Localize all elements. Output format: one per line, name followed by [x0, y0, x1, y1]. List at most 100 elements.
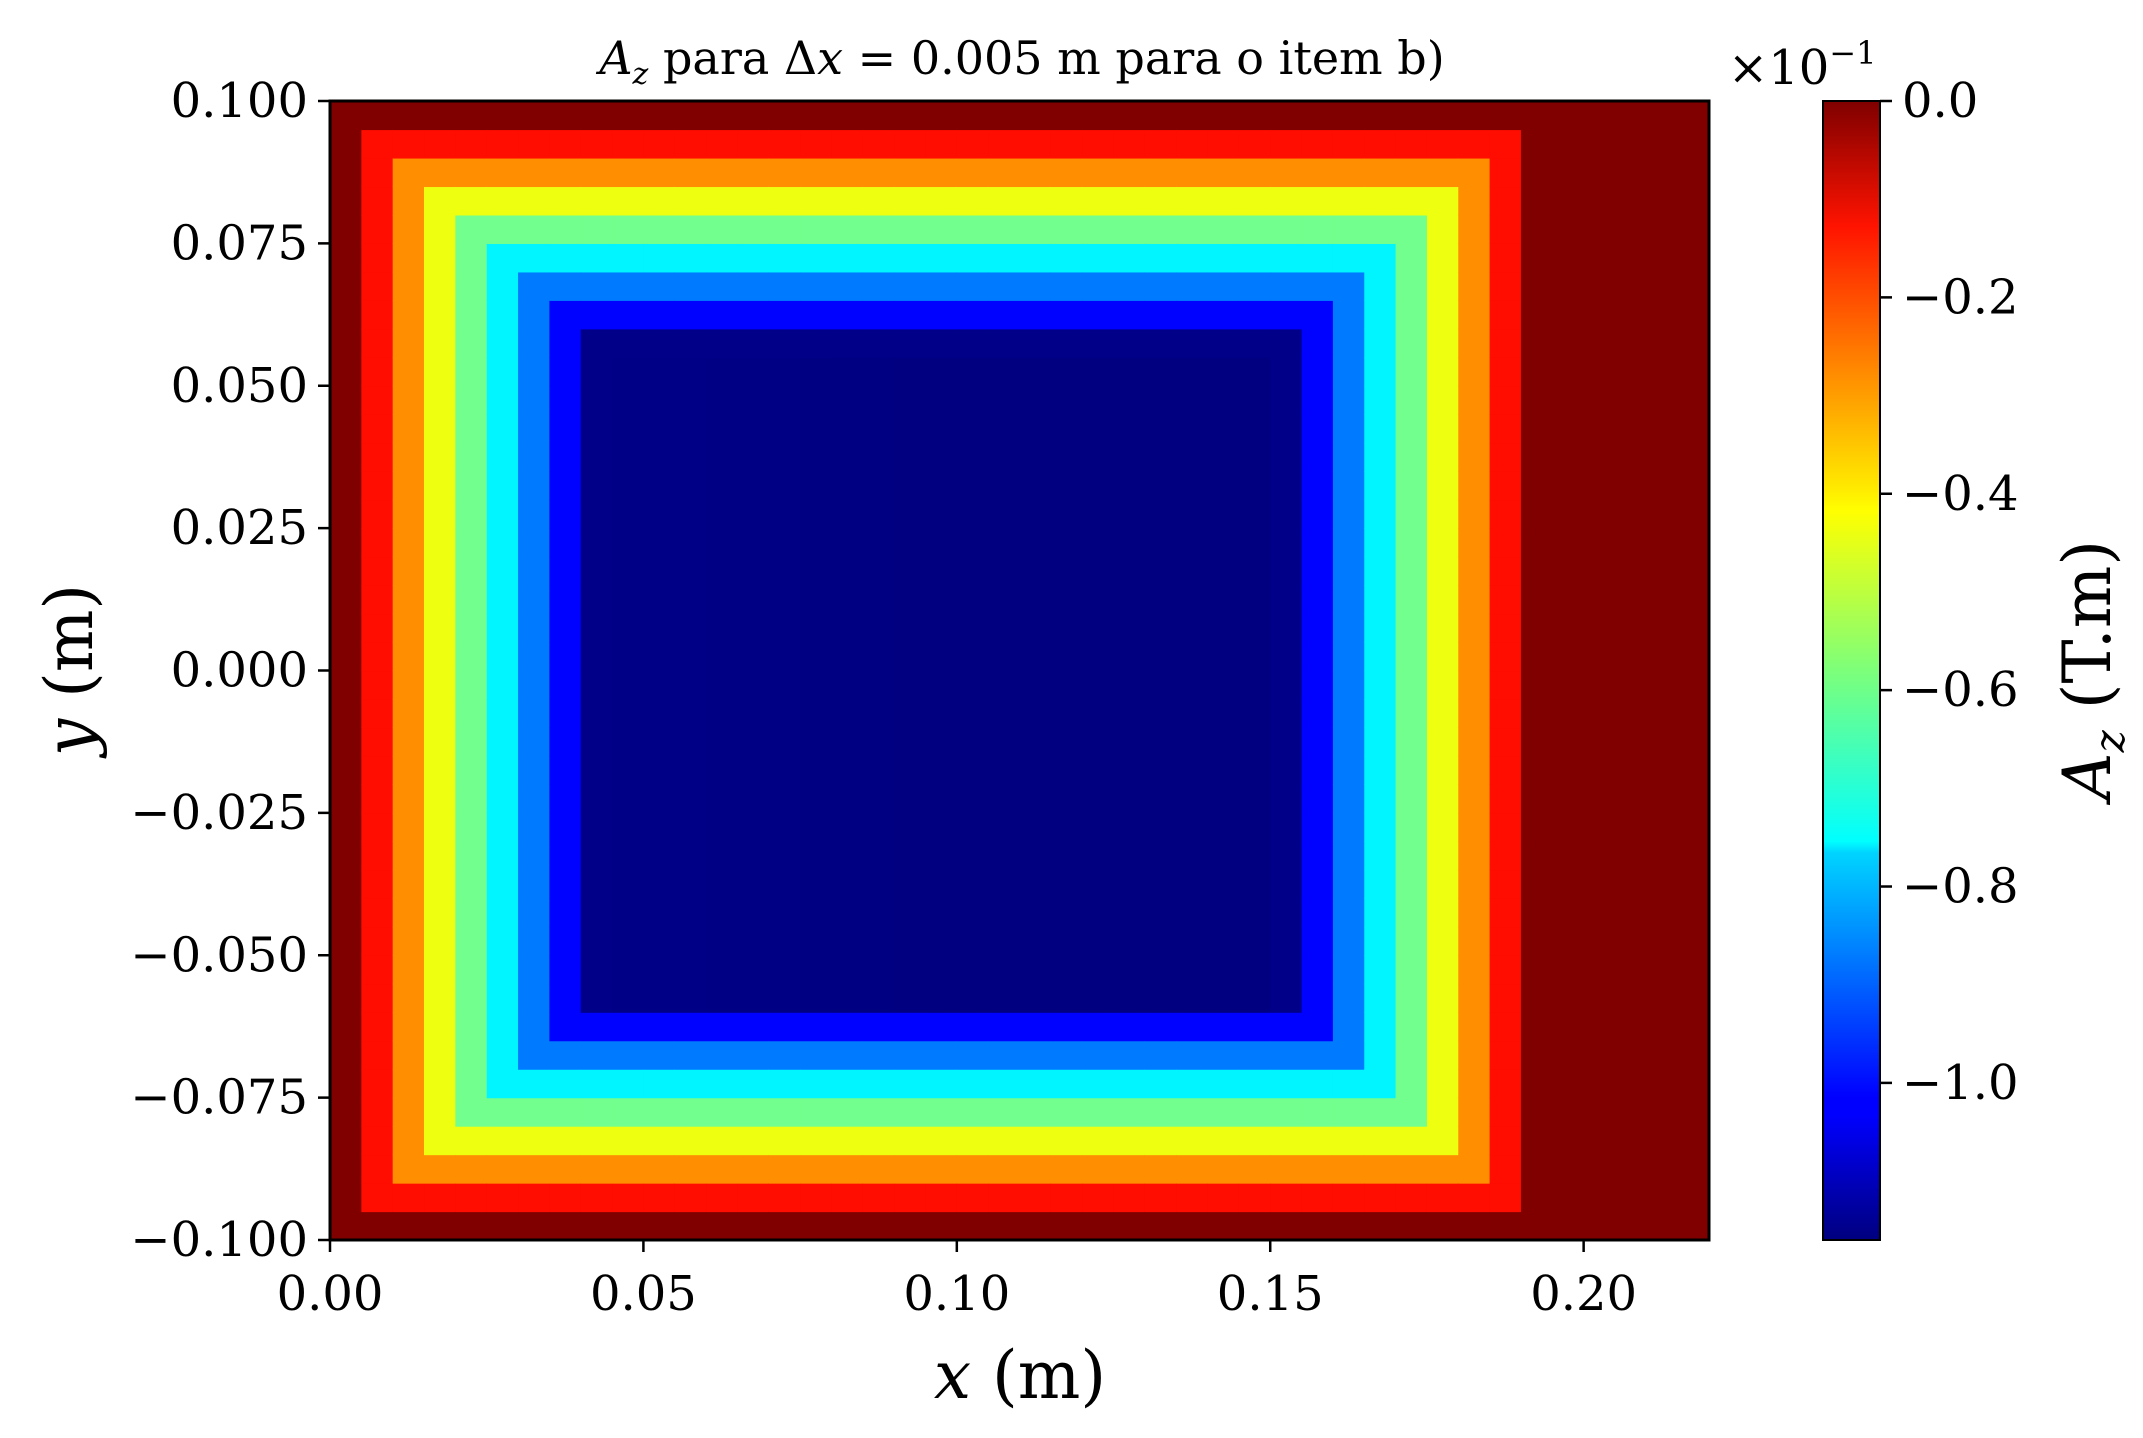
heatmap-cell [956, 157, 989, 188]
heatmap-cell [1520, 1069, 1553, 1099]
heatmap-cell [862, 186, 895, 216]
heatmap-cell [424, 157, 456, 188]
heatmap-cell [1458, 670, 1491, 700]
heatmap-cell [424, 841, 456, 871]
heatmap-cell [392, 926, 425, 956]
heatmap-cell [549, 214, 582, 244]
heatmap-cell [1489, 1154, 1522, 1184]
heatmap-cell [549, 869, 582, 899]
heatmap-cell [1238, 698, 1271, 729]
heatmap-cell [862, 414, 895, 444]
heatmap-cell [1301, 812, 1334, 842]
heatmap-cell [1458, 129, 1491, 159]
heatmap-cell [580, 357, 613, 387]
heatmap-cell [894, 385, 927, 415]
heatmap-cell [1583, 157, 1616, 188]
heatmap-cells [330, 101, 1710, 1241]
heatmap-cell [1646, 556, 1679, 586]
heatmap-cell [1082, 670, 1115, 700]
heatmap-cell [1207, 1097, 1240, 1127]
heatmap-cell [737, 613, 770, 643]
heatmap-cell [956, 955, 989, 985]
heatmap-cell [1364, 784, 1397, 814]
heatmap-cell [988, 727, 1021, 757]
heatmap-cell [894, 442, 927, 472]
heatmap-cell [925, 556, 958, 586]
heatmap-cell [1113, 869, 1146, 899]
heatmap-cell [1458, 1154, 1491, 1184]
heatmap-cell [361, 841, 394, 871]
heatmap-cell [1646, 271, 1679, 301]
heatmap-cell [1238, 328, 1271, 358]
heatmap-cell [330, 1211, 362, 1241]
heatmap-cell [1238, 385, 1271, 415]
heatmap-cell [1207, 898, 1240, 928]
heatmap-cell [1552, 129, 1585, 159]
heatmap-cell [800, 442, 833, 472]
heatmap-cell [768, 328, 801, 358]
heatmap-cell [392, 755, 425, 785]
heatmap-cell [1113, 186, 1146, 216]
heatmap-cell [1395, 755, 1428, 785]
heatmap-cell [831, 271, 864, 301]
heatmap-cell [330, 1097, 362, 1127]
heatmap-cell [1144, 157, 1177, 188]
heatmap-cell [894, 727, 927, 757]
heatmap-cell [768, 1154, 801, 1184]
heatmap-cell [1614, 157, 1647, 188]
heatmap-cell [455, 955, 488, 985]
heatmap-cell [737, 841, 770, 871]
heatmap-cell [1458, 898, 1491, 928]
heatmap-cell [1332, 157, 1365, 188]
heatmap-cell [1520, 642, 1553, 672]
heatmap-cell [768, 129, 801, 159]
heatmap-cell [894, 812, 927, 842]
heatmap-cell [925, 385, 958, 415]
y-tick-label: 0.000 [171, 643, 308, 699]
heatmap-cell [862, 328, 895, 358]
heatmap-cell [1614, 556, 1647, 586]
heatmap-cell [1614, 898, 1647, 928]
x-tick-label: 0.10 [903, 1266, 1010, 1322]
heatmap-cell [674, 670, 707, 700]
heatmap-cell [1458, 556, 1491, 586]
heatmap-cell [1301, 300, 1334, 330]
heatmap-cell [862, 499, 895, 529]
heatmap-cell [894, 271, 927, 301]
heatmap-cell [643, 357, 676, 387]
heatmap-cell [455, 528, 488, 558]
heatmap-cell [1238, 755, 1271, 785]
heatmap-cell [768, 101, 801, 131]
heatmap-cell [1489, 869, 1522, 899]
heatmap-cell [1458, 328, 1491, 358]
heatmap-cell [1395, 271, 1428, 301]
heatmap-cell [643, 328, 676, 358]
heatmap-cell [1520, 841, 1553, 871]
heatmap-cell [1458, 1069, 1491, 1099]
heatmap-cell [894, 157, 927, 188]
heatmap-cell [612, 983, 645, 1013]
heatmap-cell [737, 499, 770, 529]
heatmap-cell [1458, 1012, 1491, 1042]
heatmap-cell [424, 812, 456, 842]
heatmap-cell [1426, 442, 1459, 472]
heatmap-cell [1113, 271, 1146, 301]
heatmap-cell [1301, 983, 1334, 1013]
heatmap-cell [768, 442, 801, 472]
heatmap-cell [330, 983, 362, 1013]
heatmap-cell [800, 300, 833, 330]
heatmap-cell [1426, 1183, 1459, 1213]
heatmap-cell [486, 727, 519, 757]
heatmap-cell [1082, 129, 1115, 159]
heatmap-cell [894, 1126, 927, 1156]
heatmap-cell [1614, 471, 1647, 501]
heatmap-cell [925, 528, 958, 558]
heatmap-cell [1646, 357, 1679, 387]
heatmap-cell [988, 328, 1021, 358]
heatmap-cell [612, 812, 645, 842]
heatmap-cell [643, 898, 676, 928]
heatmap-cell [549, 186, 582, 216]
heatmap-cell [330, 385, 362, 415]
heatmap-cell [1332, 101, 1365, 131]
heatmap-cell [1019, 186, 1052, 216]
